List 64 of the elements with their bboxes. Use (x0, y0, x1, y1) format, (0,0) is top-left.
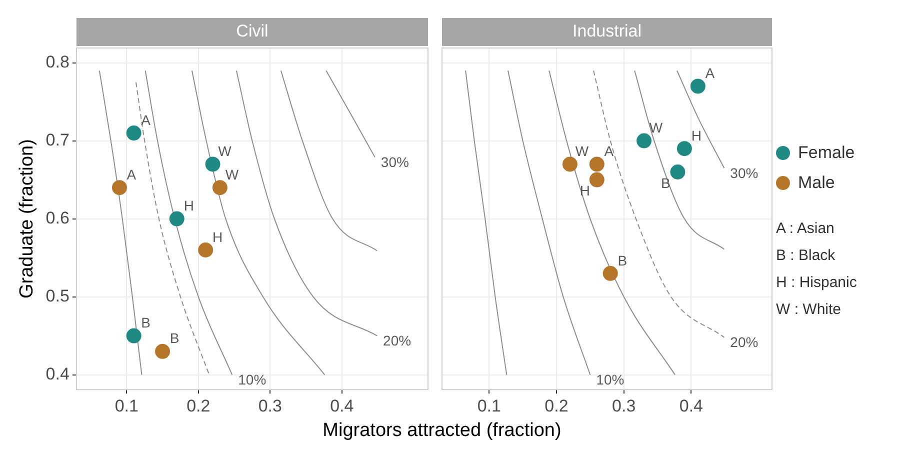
line-series (280, 70, 378, 252)
x-tick-label: 0.2 (544, 396, 568, 416)
point (205, 156, 220, 172)
y-axis-title: Graduate (fraction) (16, 139, 38, 299)
point (589, 156, 604, 172)
series-label: 10% (238, 372, 266, 388)
data-label: B (170, 330, 180, 346)
point (562, 156, 578, 172)
text: A : Asian (776, 220, 836, 239)
point (676, 141, 692, 156)
point (112, 180, 127, 196)
line-series (98, 70, 142, 376)
point (602, 266, 618, 281)
x-tick-label: 0.3 (258, 396, 282, 416)
data-label: W (225, 166, 240, 182)
point (169, 211, 184, 226)
series-label: 20% (730, 334, 758, 350)
x-tick-label: 0.4 (679, 396, 704, 416)
x-tick-label: 0.4 (330, 396, 354, 416)
point (126, 126, 142, 141)
y-tick-label: 0.5 (46, 286, 70, 306)
point (670, 164, 686, 180)
y-tick-label: 0.7 (46, 130, 70, 150)
series-label: 20% (383, 332, 412, 349)
point (212, 180, 228, 196)
data-label: A (141, 112, 152, 128)
y-tick-label: 0.8 (46, 52, 70, 72)
x-tick-label: 0.1 (477, 396, 501, 416)
text: W : White (776, 301, 842, 320)
chart-title: Industrial (572, 22, 642, 41)
text: H : Hispanic (776, 274, 857, 293)
x-tick-label: 0.3 (612, 396, 636, 416)
series-label: 10% (596, 372, 624, 388)
point (126, 328, 142, 344)
data-label: B (661, 174, 670, 191)
point (589, 172, 604, 188)
data-label: W (218, 143, 232, 160)
data-label: B (618, 252, 628, 268)
line-series (135, 82, 210, 376)
data-label: B (141, 314, 151, 331)
legend-label: Female (798, 143, 855, 163)
data-label: H (212, 228, 223, 245)
point (636, 133, 652, 148)
series-label: 30% (380, 154, 409, 170)
legend-label: Male (798, 173, 835, 193)
chart-title: Civil (236, 22, 268, 41)
x-tick-label: 0.1 (114, 396, 138, 416)
text: B : Black (776, 247, 836, 266)
data-label: W (575, 143, 590, 160)
data-label: A (604, 143, 614, 160)
y-tick-label: 0.6 (46, 208, 70, 228)
data-label: A (126, 166, 137, 182)
point (198, 242, 214, 258)
data-label: H (691, 127, 702, 144)
series-label: 30% (730, 164, 758, 181)
point (690, 78, 706, 94)
y-tick-label: 0.4 (46, 364, 70, 384)
data-label: A (705, 65, 716, 82)
x-tick-label: 0.2 (186, 396, 210, 416)
x-axis-title: Migrators attracted (fraction) (322, 420, 562, 442)
data-label: H (184, 198, 194, 214)
point (155, 344, 170, 359)
data-label: H (580, 182, 590, 199)
line-series (191, 70, 326, 376)
